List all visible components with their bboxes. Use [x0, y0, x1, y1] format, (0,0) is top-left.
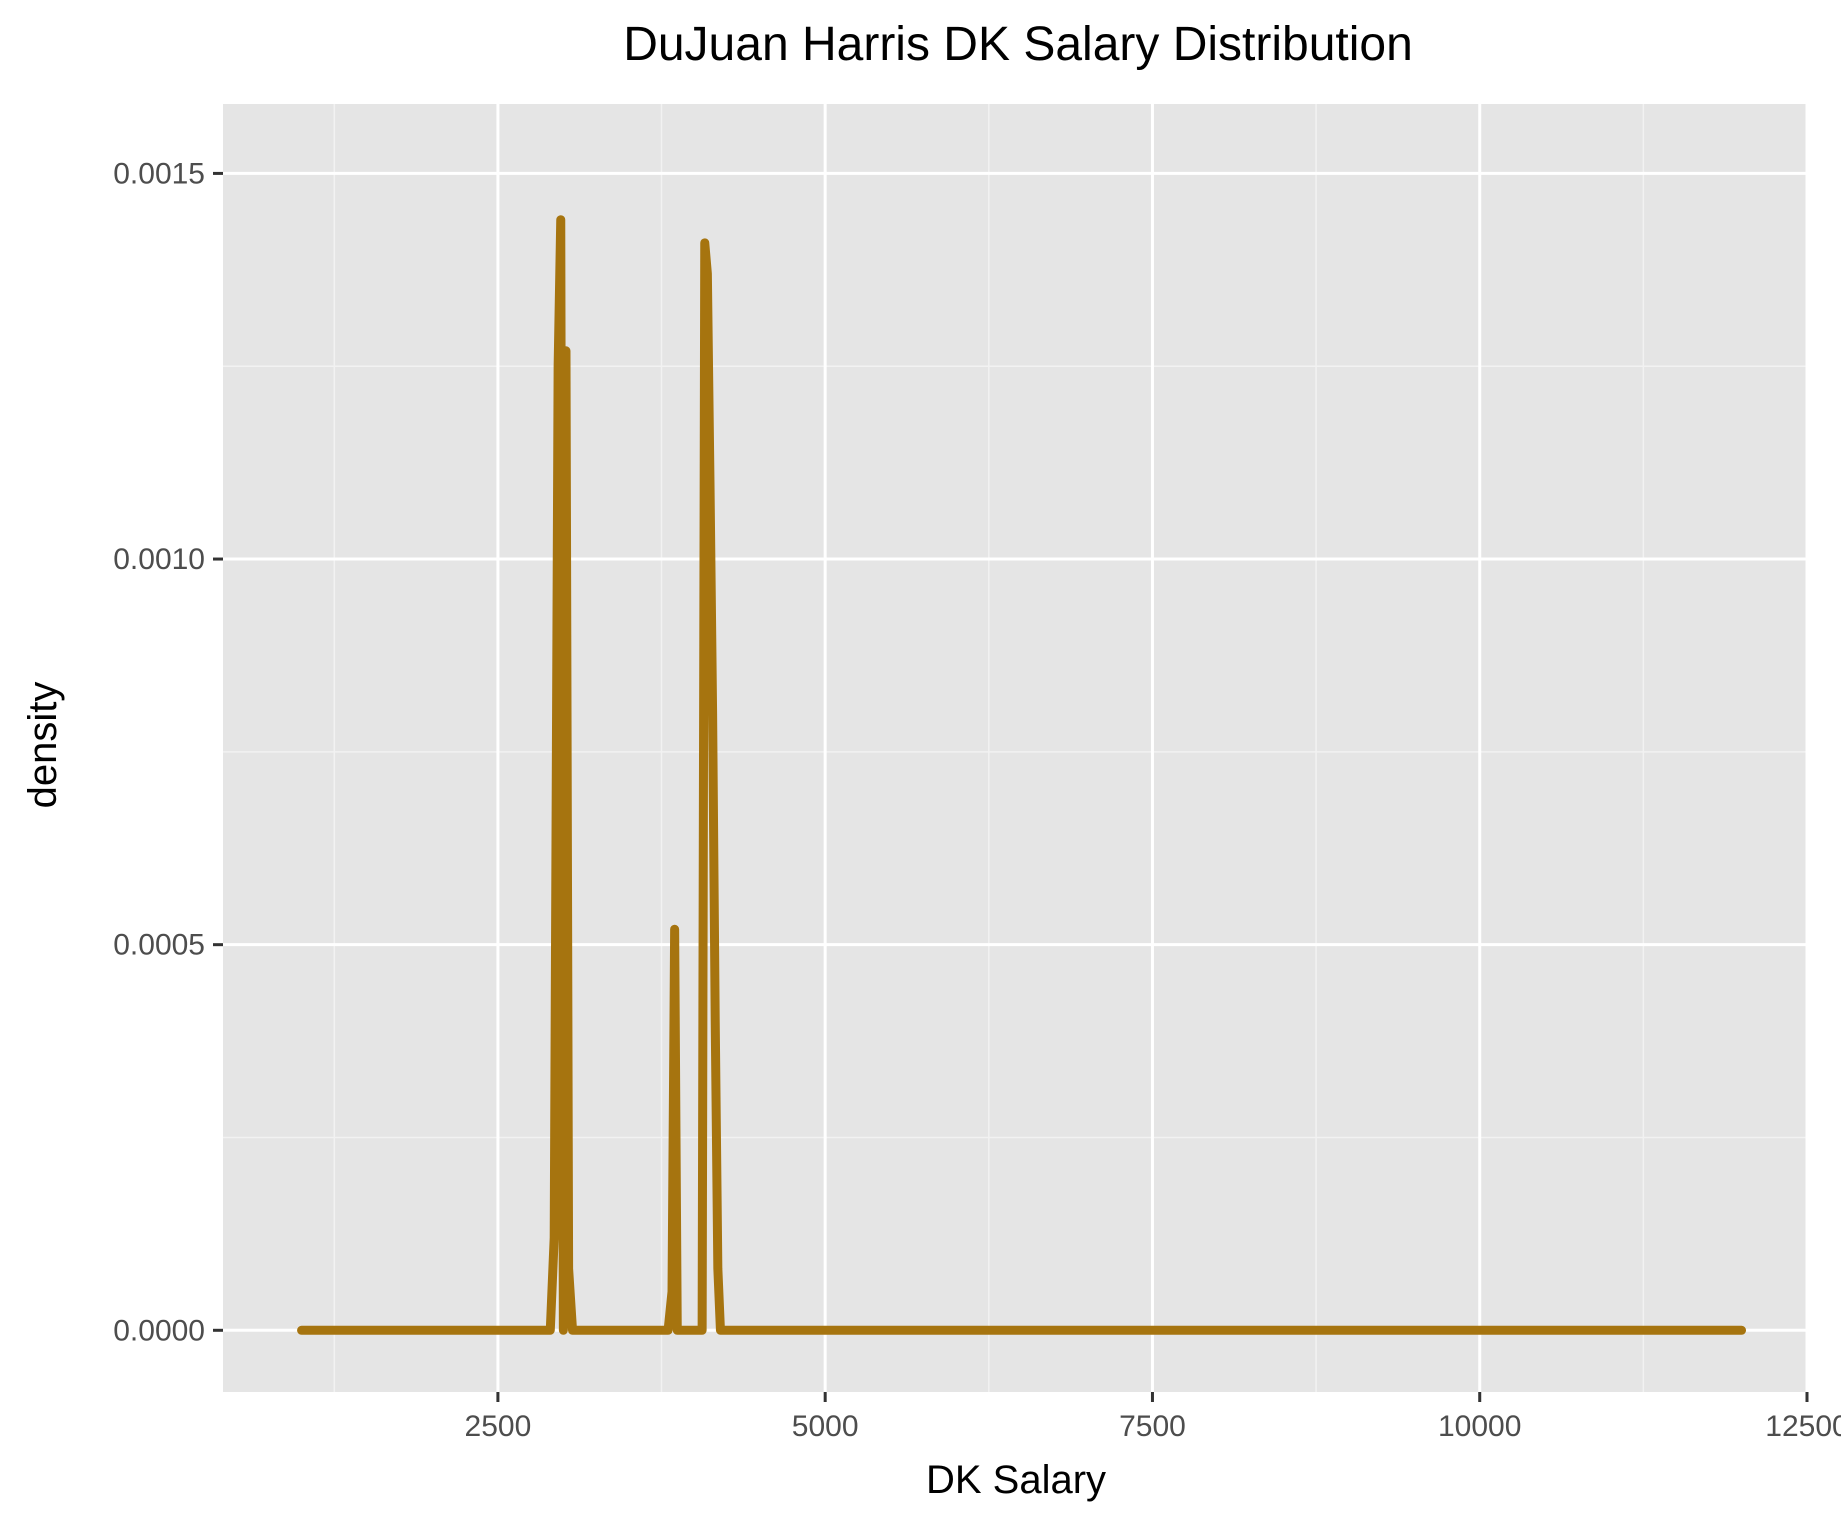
y-axis-ticks	[213, 171, 223, 1332]
x-tick-label: 5000	[792, 1410, 859, 1443]
plot-panel	[223, 104, 1807, 1392]
y-axis-tick-labels: 0.0000 0.0005 0.0010 0.0015	[113, 157, 205, 1347]
chart-title: DuJuan Harris DK Salary Distribution	[623, 18, 1413, 71]
x-tick-label: 12500	[1765, 1410, 1841, 1443]
x-tick-label: 10000	[1438, 1410, 1521, 1443]
y-tick-label: 0.0010	[113, 543, 205, 576]
x-axis-tick-labels: 2500 5000 7500 10000 12500	[465, 1410, 1841, 1443]
y-axis-title: density	[21, 682, 65, 809]
x-tick-label: 2500	[465, 1410, 532, 1443]
x-axis-title: DK Salary	[926, 1458, 1106, 1502]
minor-grid	[223, 104, 1807, 1392]
y-tick-label: 0.0000	[113, 1314, 205, 1347]
x-axis-ticks	[496, 1392, 1809, 1402]
y-tick-label: 0.0005	[113, 929, 205, 962]
x-tick-label: 7500	[1119, 1410, 1186, 1443]
density-line	[297, 215, 1747, 1335]
y-tick-label: 0.0015	[113, 157, 205, 190]
